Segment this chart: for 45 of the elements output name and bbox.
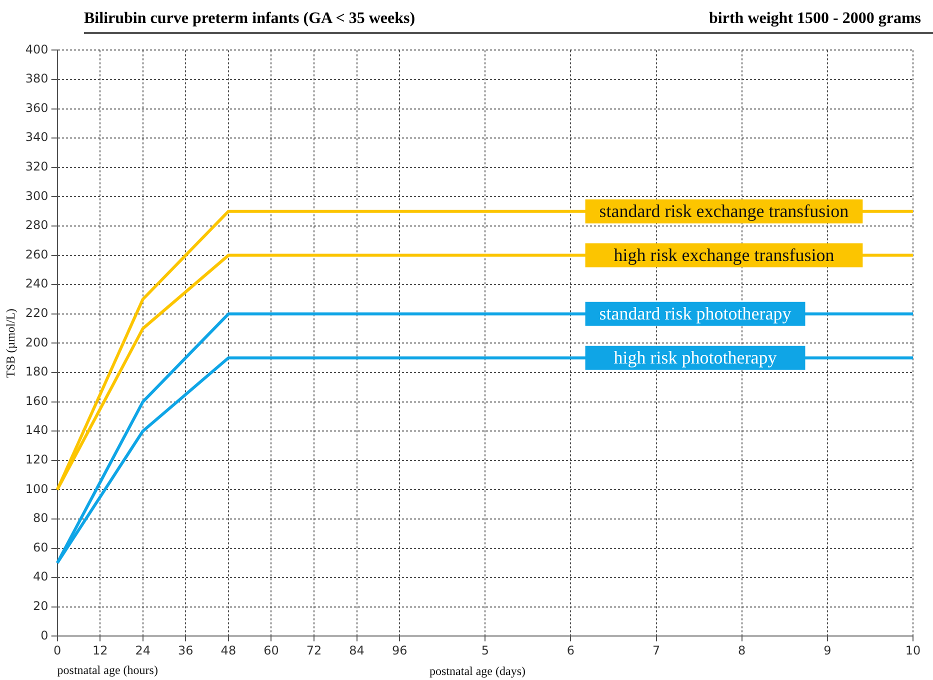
y-tick-label: 300 xyxy=(25,188,48,203)
x-tick-label: 72 xyxy=(306,644,322,658)
y-tick-label: 280 xyxy=(25,218,48,232)
x-tick-label: 60 xyxy=(264,644,279,658)
chart-subtitle: birth weight 1500 - 2000 grams xyxy=(709,10,921,28)
y-tick-label: 40 xyxy=(33,570,48,584)
x-tick-label: 6 xyxy=(566,644,575,658)
series-label: high risk phototherapy xyxy=(614,348,777,368)
y-tick-label: 180 xyxy=(25,364,48,379)
x-tick-label: 36 xyxy=(178,644,194,658)
series-label: standard risk exchange transfusion xyxy=(599,201,849,222)
x-axis-title: postnatal age (hours) xyxy=(57,662,158,677)
x-tick-label: 48 xyxy=(220,644,236,658)
y-tick-label: 260 xyxy=(25,247,48,262)
x-tick-label: 5 xyxy=(481,644,489,658)
series-label: standard risk phototherapy xyxy=(599,304,792,324)
y-tick-label: 0 xyxy=(40,628,48,642)
y-tick-label: 160 xyxy=(25,394,48,408)
y-tick-label: 120 xyxy=(25,452,48,467)
x-tick-label: 24 xyxy=(135,644,151,658)
series-label: high risk exchange transfusion xyxy=(614,245,834,266)
y-tick-label: 200 xyxy=(25,335,48,350)
text: postnatal age (days) xyxy=(430,664,526,678)
y-tick-label: 20 xyxy=(33,599,48,614)
x-tick-label: 8 xyxy=(738,644,746,658)
y-axis-title: TSB (µmol/L) xyxy=(3,308,18,378)
x-tick-label: 9 xyxy=(824,644,832,658)
y-tick-label: 320 xyxy=(25,160,48,174)
chart-title: Bilirubin curve preterm infants (GA < 35 weeks) xyxy=(84,10,416,28)
y-tick-label: 360 xyxy=(25,100,48,115)
y-tick-label: 400 xyxy=(25,42,48,56)
x-tick-label: 10 xyxy=(905,644,921,658)
x-tick-label: 12 xyxy=(92,644,108,658)
y-tick-label: 220 xyxy=(25,306,48,320)
y-tick-label: 100 xyxy=(25,482,48,496)
x-tick-label: 84 xyxy=(349,644,364,658)
y-tick-label: 380 xyxy=(25,72,48,86)
y-tick-label: 240 xyxy=(25,276,48,291)
x-tick-label: 96 xyxy=(392,644,408,658)
x-tick-label: 0 xyxy=(53,644,62,658)
y-tick-label: 340 xyxy=(25,130,48,144)
x-tick-label: 7 xyxy=(652,644,660,658)
y-tick-label: 80 xyxy=(33,511,48,526)
y-tick-label: 60 xyxy=(33,540,48,554)
y-tick-label: 140 xyxy=(25,423,48,438)
